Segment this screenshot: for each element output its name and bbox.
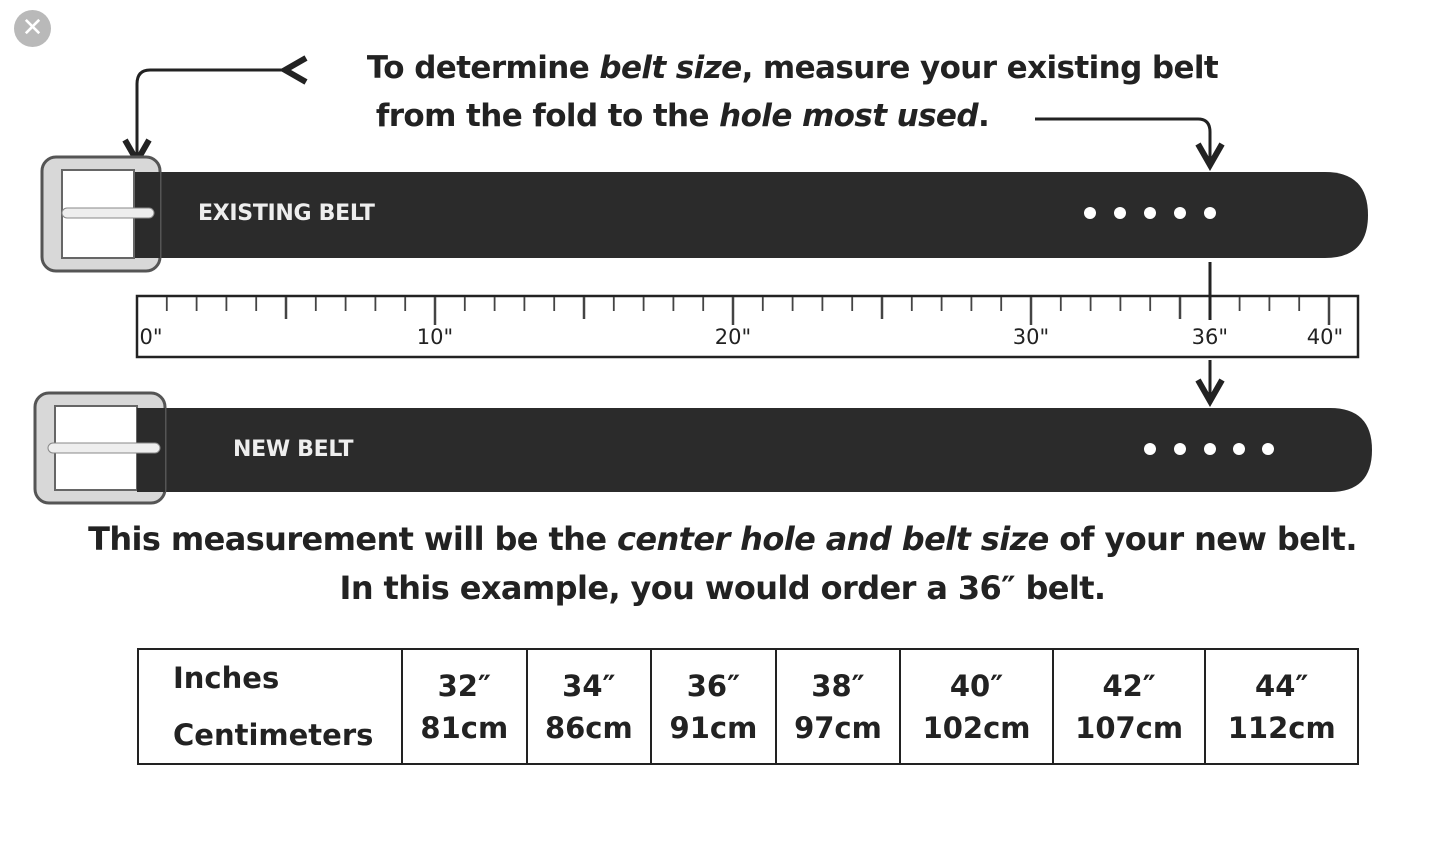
result-line-2: In this example, you would order a 36″ b… [339,569,1107,607]
emphasis: hole most used [719,98,978,134]
instruction-line-2: from the fold to the hole most used. [0,98,1445,134]
row-label: Centimeters [173,717,374,752]
arrow-to-fold [137,70,288,158]
result-line-1: This measurement will be the center hole… [0,520,1445,558]
size-cell-cm: 91cm [650,706,776,764]
table-row-inches: Inches 32″ 34″ 36″ 38″ 40″ 42″ 44″ [138,649,1358,707]
text: . [977,98,990,134]
ruler-label: 40" [1307,325,1343,349]
new-belt [33,391,1372,505]
close-icon: ✕ [21,13,44,43]
existing-belt-label: EXISTING BELT [198,201,375,226]
size-cell-in: 32″ [401,649,527,707]
size-cell-in: 34″ [525,649,652,707]
size-cell-cm: 107cm [1051,706,1206,764]
belt-holes [1144,443,1274,455]
text: This measurement will be the [88,520,617,558]
text: from the fold to the [375,98,720,134]
row-label: Inches [173,661,280,696]
ruler-label: 36" [1192,325,1228,349]
emphasis: belt size [599,50,742,86]
size-cell-in: 40″ [899,649,1053,707]
size-cell-in: 44″ [1204,649,1358,707]
table-row-cm: Centimeters 81cm 86cm 91cm 97cm 102cm 107cm 112… [138,706,1358,764]
emphasis: center hole and belt size [616,520,1049,558]
belt-holes [1084,207,1216,219]
size-cell-in: 42″ [1051,649,1206,707]
size-cell-cm: 112cm [1204,706,1358,764]
ruler-label: 30" [1013,325,1049,349]
instruction-line-1: To determine belt size, measure your exi… [0,50,1445,86]
existing-belt [40,155,1368,273]
new-belt-label: NEW BELT [233,437,354,462]
size-cell-in: 38″ [774,649,901,707]
ruler-label: 10" [417,325,453,349]
size-cell-cm: 86cm [525,706,652,764]
ruler-label: 20" [715,325,751,349]
arrow-to-hole [1035,117,1210,162]
size-table: Inches 32″ 34″ 36″ 38″ 40″ 42″ 44″ Centimeters 8… [137,648,1359,765]
size-cell-cm: 97cm [774,706,901,764]
size-cell-cm: 81cm [401,706,527,764]
text: , measure your existing belt [741,50,1219,86]
size-cell-in: 36″ [650,649,776,707]
text: To determine [366,50,600,86]
close-button[interactable]: ✕ [14,10,51,47]
size-cell-cm: 102cm [899,706,1053,764]
ruler: 0" 10" 20" 30" 36" 40" [135,294,1360,359]
ruler-label: 0" [139,325,162,349]
text: of your new belt. [1048,520,1357,558]
